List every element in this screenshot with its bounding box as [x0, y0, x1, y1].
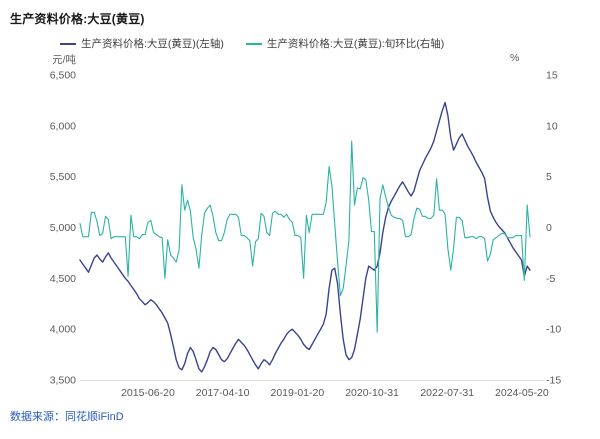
- right-axis-tick-label: 10: [546, 120, 558, 132]
- legend-label-pct: 生产资料价格:大豆(黄豆):旬环比(右轴): [266, 38, 445, 50]
- x-axis-tick-label: 2022-07-31: [420, 387, 474, 399]
- price-line-series: [79, 101, 531, 373]
- right-axis-tick-label: 15: [546, 70, 558, 82]
- right-axis-tick-label: 5: [546, 171, 552, 183]
- left-axis-tick-label: 4,500: [50, 273, 76, 285]
- right-axis-tick-label: -15: [546, 375, 561, 387]
- right-axis-tick-label: -10: [546, 324, 561, 336]
- legend: 生产资料价格:大豆(黄豆)(左轴) 生产资料价格:大豆(黄豆):旬环比(右轴): [60, 36, 444, 51]
- legend-swatch-pct-icon: [245, 42, 262, 45]
- x-axis-tick-label: 2017-04-10: [196, 387, 250, 399]
- left-axis-tick-label: 5,500: [50, 171, 76, 183]
- right-axis-tick-label: -5: [546, 273, 555, 285]
- pct-line-series: [79, 140, 531, 333]
- left-axis-tick-label: 5,000: [50, 222, 76, 234]
- legend-item-price[interactable]: 生产资料价格:大豆(黄豆)(左轴): [60, 36, 224, 51]
- left-axis-tick-label: 3,500: [50, 375, 76, 387]
- legend-label-price: 生产资料价格:大豆(黄豆)(左轴): [81, 38, 224, 50]
- left-axis-tick-label: 4,000: [50, 324, 76, 336]
- x-axis-tick-label: 2019-01-20: [270, 387, 324, 399]
- data-source-label: 数据来源：同花顺iFinD: [10, 411, 124, 423]
- x-axis-tick-label: 2024-05-20: [495, 387, 549, 399]
- chart-title: 生产资料价格:大豆(黄豆): [10, 12, 145, 26]
- right-axis-unit-label: %: [510, 52, 520, 64]
- x-axis-tick-label: 2020-10-31: [345, 387, 399, 399]
- legend-swatch-price-icon: [60, 42, 76, 45]
- left-axis-tick-label: 6,500: [50, 70, 76, 82]
- x-axis-tick-label: 2015-06-20: [121, 387, 175, 399]
- left-axis-tick-label: 6,000: [50, 120, 76, 132]
- left-axis-unit-label: 元/吨: [52, 54, 76, 66]
- right-axis-tick-label: 0: [546, 222, 552, 234]
- legend-item-pct[interactable]: 生产资料价格:大豆(黄豆):旬环比(右轴): [245, 36, 445, 51]
